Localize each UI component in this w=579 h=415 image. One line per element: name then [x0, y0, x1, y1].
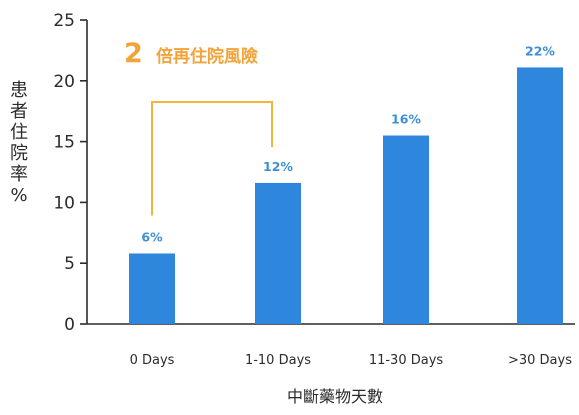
x-category-label: 0 Days [130, 353, 175, 368]
x-category-label: >30 Days [508, 353, 572, 368]
y-tick-label: 0 [64, 315, 75, 335]
y-tick-label: 10 [53, 193, 75, 213]
bar-value-label: 6% [141, 229, 163, 244]
x-axis-categories: 0 Days 1-10 Days 11-30 Days >30 Days [130, 353, 573, 368]
value-labels: 6% 12% 16% 22% [141, 43, 555, 244]
y-axis-label-text: 患者住院率% [10, 80, 28, 206]
x-axis-label: 中斷藥物天數 [287, 387, 383, 406]
y-tick-label: 5 [64, 254, 75, 274]
bar-2 [255, 182, 301, 324]
bar-4 [517, 67, 563, 324]
y-tick-label: 15 [53, 133, 75, 153]
y-tick-label: 25 [53, 11, 75, 31]
x-category-label: 11-30 Days [369, 353, 444, 368]
annotation: 2 倍再住院風險 [124, 38, 273, 216]
annotation-bracket [151, 101, 273, 216]
bar-value-label: 22% [525, 43, 555, 58]
bar-value-label: 16% [391, 112, 421, 127]
x-category-label: 1-10 Days [245, 353, 311, 368]
bar-3 [383, 135, 429, 324]
annotation-text: 倍再住院風險 [156, 46, 258, 67]
y-tick-label: 20 [53, 72, 75, 92]
bar-1 [129, 253, 175, 324]
annotation-number: 2 [124, 38, 143, 69]
bars [129, 67, 563, 324]
y-axis-label: 患者住院率% [10, 80, 28, 206]
bar-value-label: 12% [263, 159, 293, 174]
